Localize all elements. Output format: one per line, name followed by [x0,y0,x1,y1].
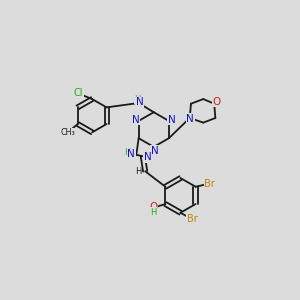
Text: O: O [212,97,221,107]
Text: CH₃: CH₃ [61,128,76,137]
Text: N: N [127,149,135,159]
Text: H: H [150,208,156,217]
Text: Cl: Cl [74,88,83,98]
Text: Br: Br [187,214,197,224]
Text: N: N [136,97,144,107]
Text: H: H [124,148,131,157]
Text: H: H [136,167,142,176]
Text: O: O [149,202,157,212]
Text: Br: Br [204,179,215,189]
Text: N: N [144,152,152,162]
Text: N: N [168,115,176,124]
Text: N: N [151,146,159,156]
Text: H: H [134,95,141,104]
Text: N: N [186,114,194,124]
Text: N: N [132,115,140,124]
